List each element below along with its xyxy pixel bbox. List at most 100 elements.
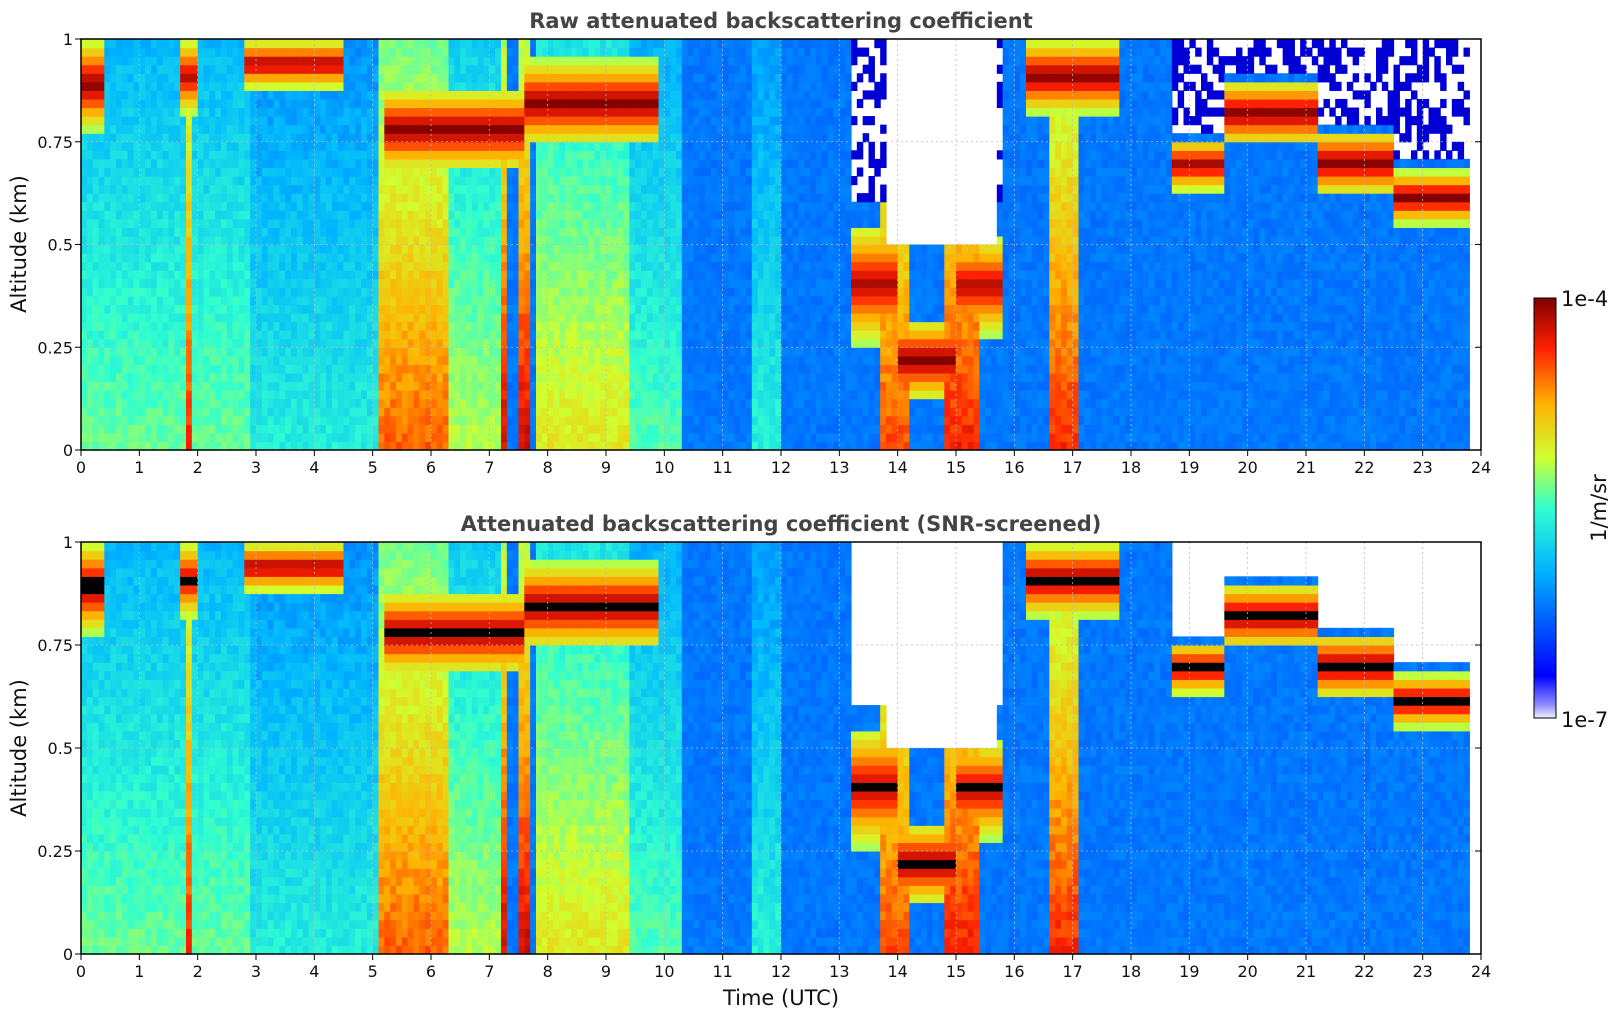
heatmap-cell xyxy=(664,278,671,288)
heatmap-cell xyxy=(378,347,385,357)
heatmap-cell xyxy=(86,116,94,126)
heatmap-cell xyxy=(629,116,636,126)
heatmap-cell xyxy=(407,415,415,425)
heatmap-cell xyxy=(296,398,304,408)
heatmap-cell xyxy=(203,98,210,109)
heatmap-cell xyxy=(314,210,321,220)
heatmap-cell xyxy=(81,372,88,383)
heatmap-cell xyxy=(308,98,315,109)
heatmap-cell xyxy=(296,381,304,391)
heatmap-cell xyxy=(641,201,648,211)
heatmap-cell xyxy=(156,141,164,151)
heatmap-cell xyxy=(436,338,444,348)
heatmap-cell xyxy=(86,441,94,451)
heatmap-cell xyxy=(413,372,420,383)
heatmap-cell xyxy=(104,347,111,357)
heatmap-cell xyxy=(279,39,286,49)
heatmap-cell xyxy=(197,390,205,400)
heatmap-cell xyxy=(477,167,485,177)
heatmap-cell xyxy=(576,313,584,323)
heatmap-cell xyxy=(86,261,94,271)
heatmap-cell xyxy=(291,81,298,91)
heatmap-cell xyxy=(401,321,409,331)
heatmap-cell xyxy=(355,330,362,340)
heatmap-cell xyxy=(232,372,240,383)
heatmap-cell xyxy=(396,56,403,66)
heatmap-cell xyxy=(267,201,275,211)
heatmap-cell xyxy=(501,81,508,91)
heatmap-cell xyxy=(390,201,397,211)
heatmap-cell xyxy=(658,270,665,280)
heatmap-cell xyxy=(191,47,199,57)
heatmap-cell xyxy=(279,355,286,365)
heatmap-cell xyxy=(203,270,210,280)
heatmap-cell xyxy=(571,330,578,340)
heatmap-cell xyxy=(571,133,578,143)
heatmap-cell xyxy=(279,124,286,134)
heatmap-cell xyxy=(413,441,420,451)
heatmap-cell xyxy=(623,390,630,400)
heatmap-cell xyxy=(221,278,228,288)
heatmap-cell xyxy=(571,64,578,74)
heatmap-cell xyxy=(209,210,216,220)
heatmap-cell xyxy=(390,295,397,306)
heatmap-cell xyxy=(401,64,409,74)
heatmap-cell xyxy=(349,133,356,143)
heatmap-cell xyxy=(221,424,228,434)
heatmap-cell xyxy=(104,372,111,383)
heatmap-cell xyxy=(320,432,327,443)
heatmap-cell xyxy=(536,107,543,117)
heatmap-cell xyxy=(594,364,601,374)
heatmap-cell xyxy=(127,270,135,280)
heatmap-cell xyxy=(600,321,607,331)
heatmap-cell xyxy=(623,107,630,117)
heatmap-cell xyxy=(326,338,333,348)
heatmap-cell xyxy=(86,364,94,374)
heatmap-cell xyxy=(681,261,689,271)
heatmap-cell xyxy=(501,116,508,126)
heatmap-cell xyxy=(664,321,671,331)
heatmap-cell xyxy=(156,244,164,254)
heatmap-cell xyxy=(349,184,356,194)
heatmap-cell xyxy=(110,381,117,391)
heatmap-cell xyxy=(530,81,537,91)
heatmap-cell xyxy=(320,261,327,271)
heatmap-cell xyxy=(174,330,181,340)
heatmap-cell xyxy=(127,321,135,331)
heatmap-cell xyxy=(361,124,368,134)
heatmap-cell xyxy=(133,432,140,443)
heatmap-cell xyxy=(110,313,117,323)
heatmap-cell xyxy=(658,184,665,194)
heatmap-cell xyxy=(162,210,170,220)
heatmap-cell xyxy=(174,432,181,443)
heatmap-cell xyxy=(419,210,426,220)
heatmap-cell xyxy=(506,278,514,288)
heatmap-cell xyxy=(518,98,525,109)
heatmap-cell xyxy=(98,253,105,263)
heatmap-cell xyxy=(250,201,257,211)
heatmap-cell xyxy=(145,278,152,288)
heatmap-cell xyxy=(151,193,158,203)
heatmap-cell xyxy=(314,107,321,117)
heatmap-cell xyxy=(197,90,205,100)
heatmap-cell xyxy=(635,107,642,117)
heatmap-cell xyxy=(232,64,240,74)
heatmap-cell xyxy=(559,398,566,408)
heatmap-cell xyxy=(442,90,450,100)
heatmap-cell xyxy=(296,261,304,271)
heatmap-cell xyxy=(215,73,222,83)
heatmap-cell xyxy=(343,210,350,220)
heatmap-cell xyxy=(156,432,164,443)
heatmap-cell xyxy=(506,295,514,306)
heatmap-cell xyxy=(629,244,636,254)
heatmap-cell xyxy=(483,270,490,280)
heatmap-cell xyxy=(641,39,648,49)
heatmap-cell xyxy=(110,432,117,443)
heatmap-cell xyxy=(506,133,514,143)
heatmap-cell xyxy=(506,338,514,348)
heatmap-cell xyxy=(221,261,228,271)
heatmap-cell xyxy=(133,124,140,134)
heatmap-cell xyxy=(191,270,199,280)
heatmap-cell xyxy=(541,270,549,280)
heatmap-cell xyxy=(151,441,158,451)
